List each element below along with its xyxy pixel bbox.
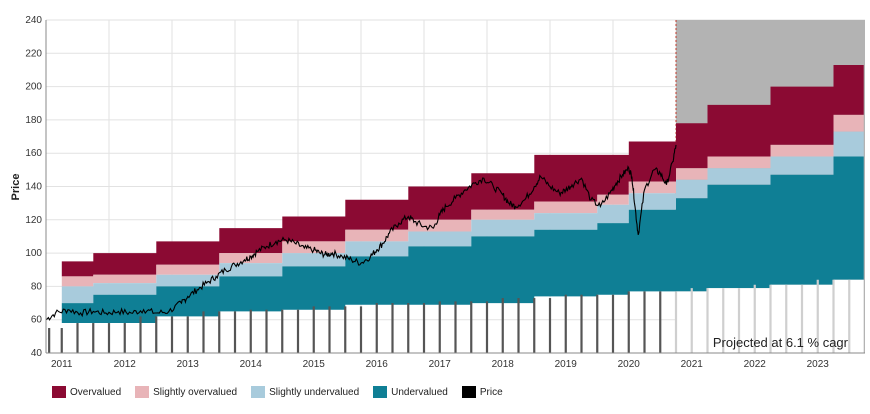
legend-label-undervalued: Undervalued xyxy=(391,386,448,398)
legend-item-slightly-undervalued: Slightly undervalued xyxy=(251,386,359,398)
x-tick-label: 2011 xyxy=(51,359,73,370)
valuation-bands xyxy=(61,65,865,353)
x-tick-label: 2015 xyxy=(303,359,326,370)
legend-swatch-undervalued xyxy=(373,386,388,398)
legend-label-slightly-overvalued: Slightly overvalued xyxy=(153,386,238,398)
y-axis-label: Price xyxy=(10,174,22,201)
legend-swatch-price xyxy=(461,386,476,398)
axes: 40 60 80 100 120 140 160 180 200 220 240 2011 2012 20… xyxy=(25,15,865,370)
price-line xyxy=(45,144,677,321)
band-overvalued xyxy=(61,65,864,277)
x-tick-label: 2021 xyxy=(681,359,704,370)
y-tick-label: 160 xyxy=(25,148,42,159)
y-tick-label: 140 xyxy=(25,182,42,193)
y-tick-label: 40 xyxy=(31,348,43,359)
y-tick-label: 240 xyxy=(25,15,42,26)
legend-label-price: Price xyxy=(479,386,503,398)
y-tick-label: 60 xyxy=(31,315,43,326)
legend: Overvalued Slightly overvalued Slightly … xyxy=(52,386,503,398)
legend-swatch-overvalued xyxy=(52,386,66,398)
x-tick-label: 2022 xyxy=(744,359,767,370)
x-tick-label: 2018 xyxy=(492,359,515,370)
legend-swatch-slightly-undervalued xyxy=(251,386,266,398)
x-tick-label: 2016 xyxy=(366,359,389,370)
y-tick-label: 120 xyxy=(25,215,42,226)
legend-item-undervalued: Undervalued xyxy=(373,386,448,398)
band-slightly-undervalued xyxy=(61,131,864,304)
projection-annotation: Projected at 6.1 % cagr xyxy=(713,335,849,350)
x-tick-label: 2020 xyxy=(618,359,641,370)
legend-item-overvalued: Overvalued xyxy=(52,386,121,398)
band-undervalued xyxy=(61,156,864,323)
x-tick-label: 2013 xyxy=(177,359,200,370)
x-tick-label: 2012 xyxy=(114,359,137,370)
price-bars xyxy=(48,279,851,353)
legend-item-slightly-overvalued: Slightly overvalued xyxy=(135,386,237,398)
price-line-group xyxy=(45,144,677,321)
legend-label-overvalued: Overvalued xyxy=(70,386,122,398)
x-tick-label: 2017 xyxy=(429,359,452,370)
x-tick-label: 2019 xyxy=(555,359,578,370)
legend-item-price: Price xyxy=(461,386,503,398)
y-tick-label: 200 xyxy=(25,82,42,93)
y-tick-label: 80 xyxy=(31,281,43,292)
y-tick-label: 220 xyxy=(25,48,42,59)
legend-label-slightly-undervalued: Slightly undervalued xyxy=(269,386,360,398)
x-tick-label: 2014 xyxy=(240,359,263,370)
legend-swatch-slightly-overvalued xyxy=(135,386,150,398)
y-tick-label: 100 xyxy=(25,248,42,259)
y-tick-label: 180 xyxy=(25,115,42,126)
x-tick-label: 2023 xyxy=(807,359,830,370)
